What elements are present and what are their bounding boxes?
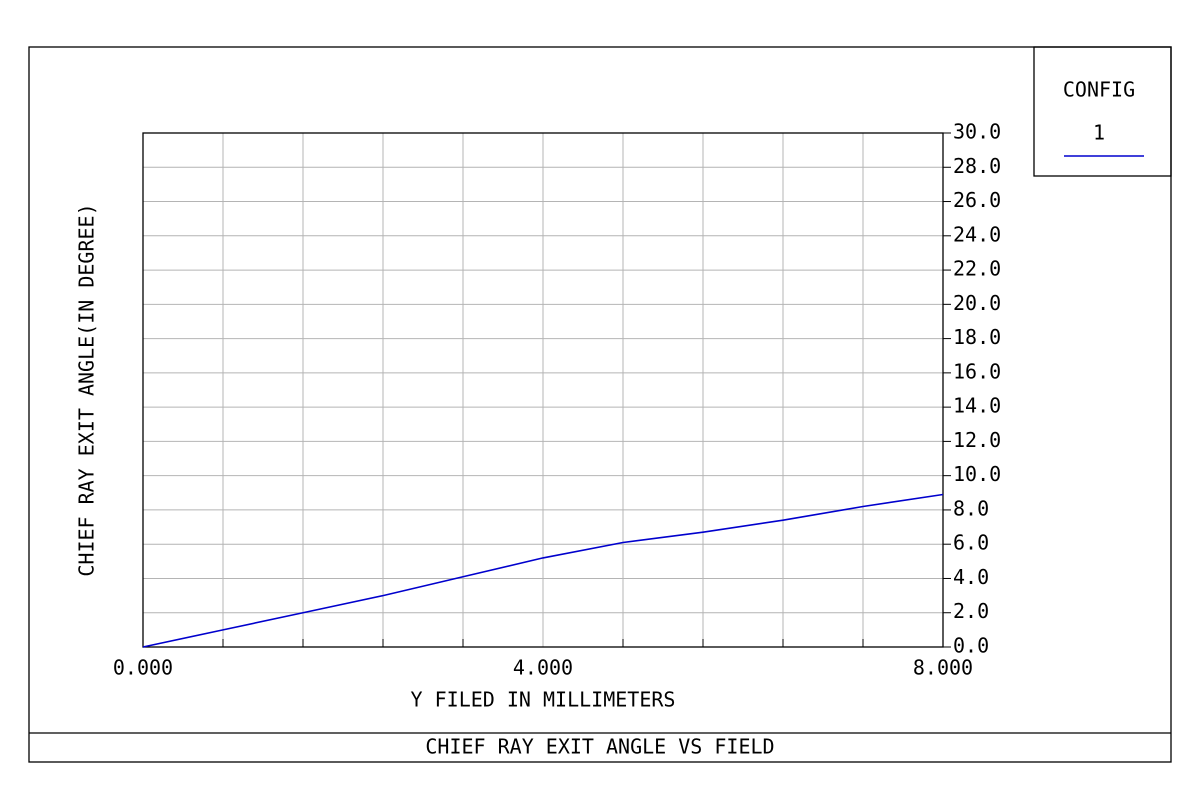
legend-title: CONFIG — [1063, 78, 1135, 102]
outer-frame — [28, 46, 1172, 763]
y-tick-label: 20.0 — [953, 291, 1001, 315]
y-tick-label: 24.0 — [953, 222, 1001, 246]
x-tick-label: 0.000 — [113, 656, 173, 680]
y-tick-label: 6.0 — [953, 531, 989, 555]
y-tick-label: 10.0 — [953, 462, 1001, 486]
y-tick-label: 14.0 — [953, 394, 1001, 418]
data-line — [142, 493, 944, 648]
y-tick-label: 28.0 — [953, 154, 1001, 178]
y-tick-label: 12.0 — [953, 428, 1001, 452]
y-tick-label: 8.0 — [953, 496, 989, 520]
y-tick-label: 26.0 — [953, 188, 1001, 212]
chart-title: CHIEF RAY EXIT ANGLE VS FIELD — [425, 735, 774, 759]
y-tick-label: 4.0 — [953, 565, 989, 589]
x-tick-label: 8.000 — [913, 656, 973, 680]
x-axis-label: Y FILED IN MILLIMETERS — [411, 688, 676, 712]
legend-label: 1 — [1093, 121, 1105, 145]
y-tick-label: 18.0 — [953, 325, 1001, 349]
x-tick-label: 4.000 — [513, 656, 573, 680]
plot-frame — [142, 132, 944, 648]
y-tick-label: 2.0 — [953, 599, 989, 623]
legend-box — [1033, 46, 1172, 177]
y-axis-label: CHIEF RAY EXIT ANGLE(IN DEGREE) — [75, 203, 99, 576]
y-tick-label: 16.0 — [953, 359, 1001, 383]
y-tick-label: 30.0 — [953, 120, 1001, 144]
y-tick-label: 22.0 — [953, 257, 1001, 281]
y-tick-label: 0.0 — [953, 634, 989, 658]
